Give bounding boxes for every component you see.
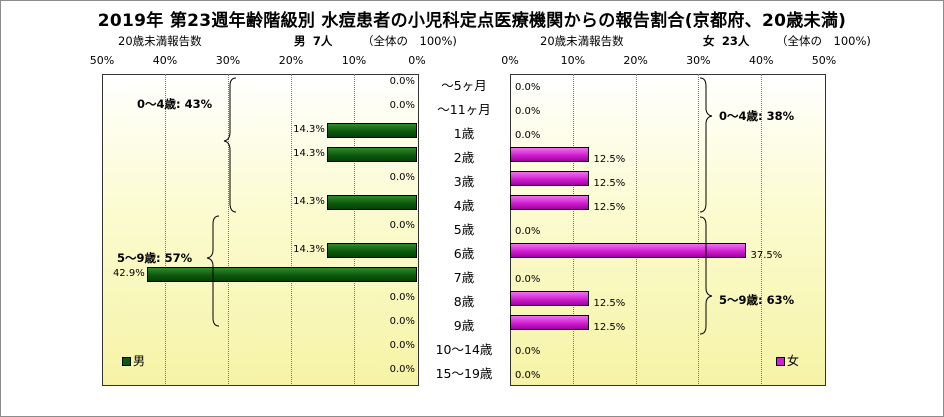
male-value-label: 14.3%: [293, 147, 325, 159]
male-bar: [326, 122, 417, 138]
male-value-label: 0.0%: [389, 171, 415, 183]
age-category-label: 6歳: [453, 246, 475, 261]
female-value-label: 0.0%: [515, 81, 541, 93]
male-value-label: 0.0%: [389, 291, 415, 303]
age-category-label: 7歳: [453, 270, 475, 285]
age-category-label: 3歳: [453, 174, 475, 189]
female-value-label: 0.0%: [515, 273, 541, 285]
female-value-label: 0.0%: [515, 105, 541, 117]
male-bar: [146, 266, 417, 282]
male-gridline: [228, 74, 229, 384]
male-gridline: [291, 74, 292, 384]
female-value-label: 12.5%: [593, 297, 626, 309]
female-bar: [510, 242, 746, 258]
female-0-4-brace: [699, 77, 713, 213]
male-0-4-annotation: 0～4歳: 43%: [137, 97, 213, 111]
female-axis-tick: 10%: [560, 54, 586, 67]
age-category-label: ～11ヶ月: [437, 102, 491, 117]
male-axis-tick: 50%: [89, 54, 115, 67]
female-bar: [510, 170, 589, 186]
male-value-label: 42.9%: [112, 267, 145, 279]
right-total: （全体の 100%): [776, 34, 871, 48]
female-axis-tick: 0%: [501, 54, 519, 67]
male-legend-swatch: [122, 357, 131, 366]
male-axis-tick: 0%: [408, 54, 426, 67]
female-axis-tick: 40%: [748, 54, 774, 67]
age-category-label: ～5ヶ月: [441, 78, 487, 93]
female-value-label: 37.5%: [750, 249, 783, 261]
female-gridline: [635, 74, 637, 384]
male-value-label: 0.0%: [389, 363, 415, 375]
female-5-9-annotation: 5～9歳: 63%: [719, 293, 795, 307]
male-value-label: 0.0%: [389, 99, 415, 111]
male-value-label: 14.3%: [293, 123, 325, 135]
female-bar: [510, 194, 589, 210]
left-total: （全体の 100%): [362, 34, 457, 48]
female-bar: [510, 290, 589, 306]
age-category-label: 8歳: [453, 294, 475, 309]
female-value-label: 12.5%: [593, 153, 626, 165]
right-sex: 女: [703, 34, 715, 48]
female-plot-area: [510, 74, 826, 386]
male-gridline: [354, 74, 355, 384]
male-gridline: [165, 74, 166, 384]
age-category-label: 2歳: [453, 150, 475, 165]
female-legend-swatch: [776, 357, 785, 366]
left-count: 7人: [312, 34, 333, 48]
right-caption: 20歳未満報告数: [540, 34, 624, 48]
right-sex-count: 女 23人: [703, 33, 749, 49]
male-value-label: 0.0%: [389, 75, 415, 87]
left-caption: 20歳未満報告数: [118, 34, 202, 48]
male-0-4-brace: [223, 77, 237, 213]
male-value-label: 0.0%: [389, 219, 415, 231]
male-bar: [326, 242, 417, 258]
left-sex: 男: [294, 34, 306, 48]
female-axis-tick: 30%: [686, 54, 711, 67]
female-value-label: 0.0%: [515, 345, 541, 357]
male-bar: [326, 194, 417, 210]
female-axis-tick: 20%: [623, 54, 648, 67]
female-value-label: 12.5%: [593, 201, 626, 213]
age-category-label: 5歳: [453, 222, 475, 237]
age-category-label: 4歳: [453, 198, 475, 213]
male-legend-label: 男: [133, 354, 146, 368]
female-value-label: 0.0%: [515, 129, 541, 141]
female-gridline: [698, 74, 700, 384]
age-category-label: 9歳: [453, 318, 475, 333]
male-legend: 男: [122, 352, 145, 369]
male-bar: [326, 146, 417, 162]
age-category-label: 15～19歳: [435, 366, 493, 381]
female-bar: [510, 314, 589, 330]
female-value-label: 12.5%: [593, 177, 626, 189]
male-axis-tick: 40%: [152, 54, 178, 67]
female-axis-tick: 50%: [811, 54, 837, 67]
female-5-9-brace: [699, 216, 713, 335]
female-value-label: 0.0%: [515, 225, 541, 237]
age-category-label: 1歳: [453, 126, 475, 141]
male-value-label: 0.0%: [389, 315, 415, 327]
male-axis-tick: 10%: [341, 54, 367, 67]
left-sex-count: 男 7人: [294, 33, 332, 49]
female-value-label: 12.5%: [593, 321, 626, 333]
female-bar: [510, 146, 589, 162]
female-gridline: [761, 74, 763, 384]
female-0-4-annotation: 0～4歳: 38%: [719, 109, 795, 123]
age-category-label: 10～14歳: [435, 342, 493, 357]
chart-title: 2019年 第23週年齢階級別 水痘患者の小児科定点医療機関からの報告割合(京都…: [97, 11, 847, 31]
male-axis-tick: 30%: [215, 54, 241, 67]
male-value-label: 14.3%: [293, 195, 325, 207]
female-legend: 女: [776, 352, 799, 369]
female-gridline: [572, 74, 574, 384]
female-legend-label: 女: [787, 354, 800, 368]
male-5-9-annotation: 5～9歳: 57%: [117, 251, 193, 265]
female-value-label: 0.0%: [515, 369, 541, 381]
male-value-label: 14.3%: [293, 243, 325, 255]
right-count: 23人: [721, 34, 750, 48]
male-5-9-brace: [206, 215, 220, 327]
male-value-label: 0.0%: [389, 339, 415, 351]
male-axis-tick: 20%: [278, 54, 304, 67]
